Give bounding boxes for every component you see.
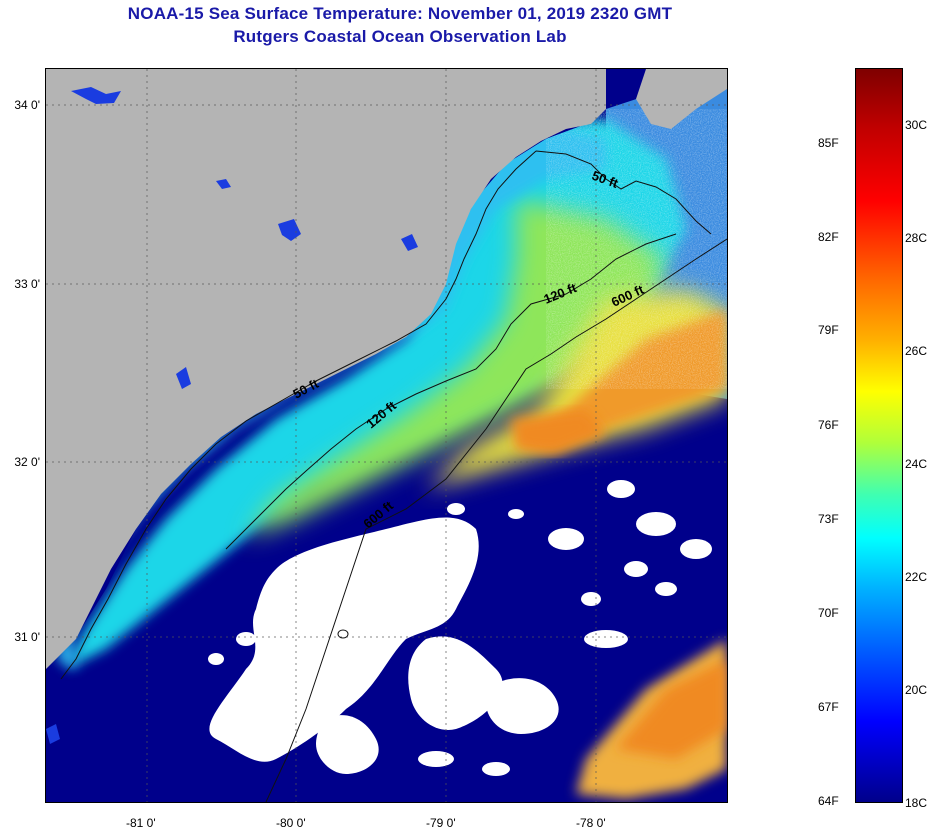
contour-50ft (60, 150, 712, 680)
gulf-stream-warm-south (511, 409, 606, 454)
lat-label-31: 31 0' (14, 630, 40, 644)
bathymetry-contours (60, 150, 727, 802)
colorbar-label-celsius: 22C (905, 570, 928, 584)
lat-label-32: 32 0' (14, 455, 40, 469)
gulf-stream-southeast-core (616, 659, 727, 759)
colorbar-label-celsius: 28C (905, 231, 928, 245)
colorbar-label-celsius: 26C (905, 344, 928, 358)
colorbar-label-fahrenheit: 79F (818, 323, 839, 337)
lon-label-81: -81 0' (126, 816, 156, 830)
colorbar-label-celsius: 20C (905, 683, 928, 697)
sst-map: 50 ft 120 ft 600 ft 50 ft 120 ft 600 ft (45, 68, 728, 803)
colorbar-label-fahrenheit: 64F (818, 794, 839, 808)
colorbar-label-fahrenheit: 67F (818, 700, 839, 714)
graticule (46, 69, 727, 802)
map-title: NOAA-15 Sea Surface Temperature: Novembe… (127, 4, 673, 23)
lon-label-78: -78 0' (576, 816, 606, 830)
map-subtitle: Rutgers Coastal Ocean Observation Lab (233, 27, 567, 46)
temperature-colorbar (855, 68, 903, 803)
cape-land (636, 69, 727, 129)
inland-water (46, 87, 418, 744)
colorbar-label-celsius: 18C (905, 796, 928, 810)
lat-label-33: 33 0' (14, 277, 40, 291)
sst-map-svg: 50 ft 120 ft 600 ft 50 ft 120 ft 600 ft (46, 69, 727, 802)
lon-label-79: -79 0' (426, 816, 456, 830)
contour-120ft (225, 233, 677, 550)
island-marker (337, 629, 349, 639)
colorbar-label-celsius: 24C (905, 457, 928, 471)
lon-label-80: -80 0' (276, 816, 306, 830)
colorbar-label-fahrenheit: 73F (818, 512, 839, 526)
contour-600ft (265, 238, 727, 802)
cloud-cover (208, 480, 712, 776)
colorbar-label-celsius: 30C (905, 118, 928, 132)
lat-label-34: 34 0' (14, 98, 40, 112)
colorbar-label-fahrenheit: 70F (818, 606, 839, 620)
colorbar-label-fahrenheit: 82F (818, 230, 839, 244)
colorbar-label-fahrenheit: 76F (818, 418, 839, 432)
land-mass (46, 69, 606, 669)
colorbar-label-fahrenheit: 85F (818, 136, 839, 150)
